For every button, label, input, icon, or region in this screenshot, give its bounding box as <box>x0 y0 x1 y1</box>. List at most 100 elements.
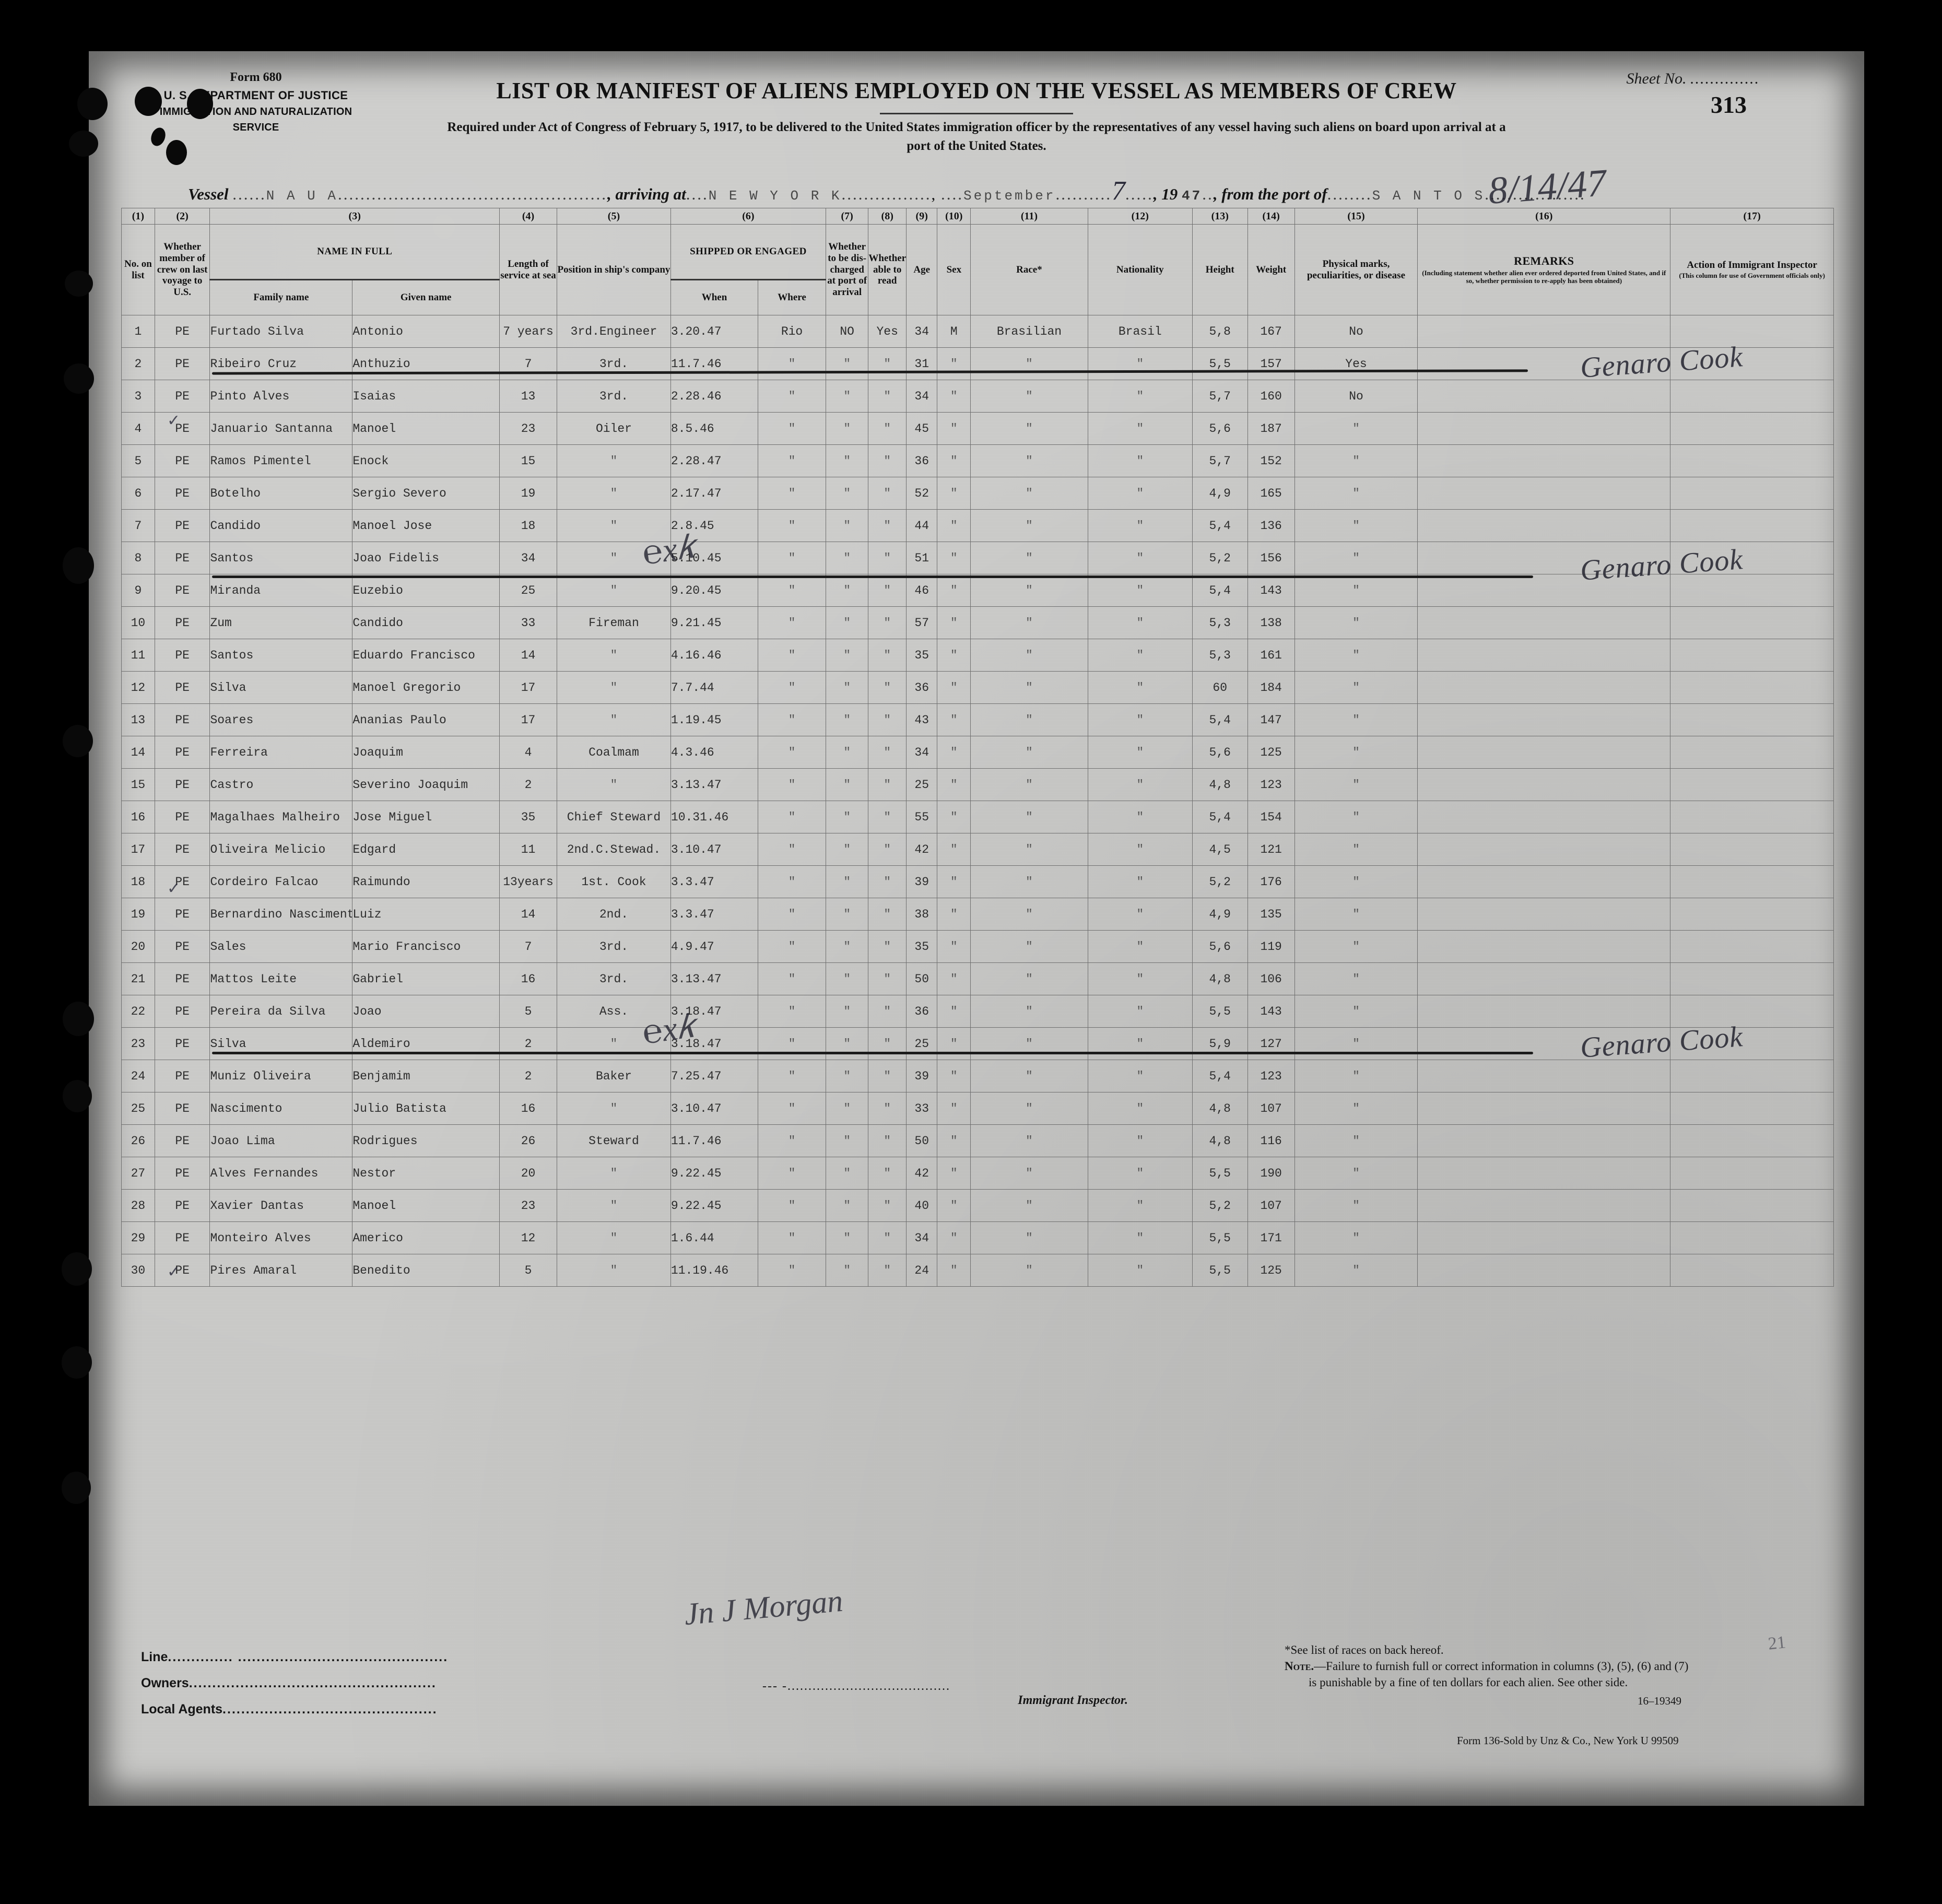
cell-position: Fireman <box>557 606 671 639</box>
cell-crew-last-voyage: PE <box>154 736 210 769</box>
cell-weight: 156 <box>1247 542 1295 574</box>
cell-race: " <box>970 444 1088 477</box>
cell-weight: 125 <box>1247 1254 1295 1287</box>
immigrant-inspector-signature-line: --- -...................................… <box>762 1679 1128 1707</box>
cell-action-of-inspector <box>1670 380 1834 413</box>
cell-length-of-service: 12 <box>499 1221 558 1254</box>
table-row: 15 PE Castro Severino Joaquim 2 " 3.13.47 " " " 25… <box>121 768 1834 801</box>
vessel-label: Vessel <box>188 185 229 203</box>
cell-row-number: 1 <box>121 315 155 348</box>
cell-shipped-when: 11.7.46 <box>670 347 759 380</box>
cell-nationality: " <box>1087 833 1193 866</box>
ink-blob <box>63 547 94 584</box>
title-underline <box>880 113 1073 114</box>
cell-row-number: 13 <box>121 703 155 736</box>
cell-family-name: Castro <box>209 768 353 801</box>
cell-able-to-read: " <box>868 606 907 639</box>
cell-age: 51 <box>905 542 938 574</box>
table-row: 5 PE Ramos Pimentel Enock 15 " 2.28.47 " " " 36 " " "… <box>121 444 1834 477</box>
cell-physical-marks: " <box>1294 606 1418 639</box>
cell-remarks <box>1417 1157 1671 1190</box>
cell-shipped-where: " <box>758 380 826 413</box>
cell-action-of-inspector <box>1670 736 1834 769</box>
cell-position: 2nd. <box>557 898 671 931</box>
cell-able-to-read: " <box>868 768 907 801</box>
th-weight: Weight <box>1247 224 1295 315</box>
cell-weight: 107 <box>1247 1092 1295 1125</box>
cell-action-of-inspector <box>1670 412 1834 445</box>
cell-family-name: Miranda <box>209 574 353 607</box>
cell-position: " <box>557 574 671 607</box>
cell-remarks <box>1417 606 1671 639</box>
cell-nationality: " <box>1087 930 1193 963</box>
cell-discharged-at-port: " <box>825 833 869 866</box>
th-no-on-list: No. on list <box>121 224 155 315</box>
cell-crew-last-voyage: PE <box>154 962 210 995</box>
cell-family-name: Ramos Pimentel <box>209 444 353 477</box>
cell-row-number: 17 <box>121 833 155 866</box>
cell-race: " <box>970 930 1088 963</box>
cell-age: 50 <box>905 962 938 995</box>
cell-shipped-when: 3.10.47 <box>670 1092 759 1125</box>
th-action-title: Action of Immigrant Inspector <box>1687 259 1817 271</box>
cell-family-name: Sales <box>209 930 353 963</box>
cell-discharged-at-port: " <box>825 574 869 607</box>
cell-family-name: Xavier Dantas <box>209 1189 353 1222</box>
cell-length-of-service: 34 <box>499 542 558 574</box>
sheet-number: 313 <box>1711 91 1747 118</box>
cell-physical-marks: " <box>1294 639 1418 672</box>
cell-shipped-where: " <box>758 801 826 833</box>
cell-height: 5,6 <box>1192 736 1248 769</box>
cell-nationality: " <box>1087 801 1193 833</box>
note-number: 16–19349 <box>1638 1695 1681 1708</box>
cell-height: 4,9 <box>1192 898 1248 931</box>
cell-nationality: " <box>1087 444 1193 477</box>
cell-given-name: Antonio <box>352 315 500 348</box>
cell-action-of-inspector <box>1670 995 1834 1028</box>
th-height: Height <box>1192 224 1248 315</box>
cell-able-to-read: " <box>868 865 907 898</box>
cell-discharged-at-port: " <box>825 801 869 833</box>
cell-crew-last-voyage: PE <box>154 1060 210 1092</box>
col-num-3: (3) <box>209 208 500 225</box>
cell-shipped-when: 4.3.46 <box>670 736 759 769</box>
cell-length-of-service: 14 <box>499 639 558 672</box>
table-row: 6 PE Botelho Sergio Severo 19 " 2.17.47 " " " 52 " "… <box>121 477 1834 510</box>
cell-remarks <box>1417 995 1671 1028</box>
cell-age: 55 <box>905 801 938 833</box>
cell-nationality: " <box>1087 412 1193 445</box>
cell-able-to-read: " <box>868 736 907 769</box>
local-agents-field: Local Agents............................… <box>141 1702 438 1717</box>
cell-physical-marks: Yes <box>1294 347 1418 380</box>
cell-race: " <box>970 1221 1088 1254</box>
table-row: 4 PE Januario Santanna Manoel 23 Oiler 8.5.46 "… <box>121 412 1834 445</box>
table-row: 28 PE Xavier Dantas Manoel 23 " 9.22.45 " " " 40 " "… <box>121 1189 1834 1222</box>
cell-discharged-at-port: " <box>825 639 869 672</box>
purser-signature-row-7: ℮x𝑘 <box>640 527 698 572</box>
table-row: 16 PE Magalhaes Malheiro Jose Miguel 35 Chief… <box>121 801 1834 833</box>
cell-action-of-inspector <box>1670 1189 1834 1222</box>
col-num-11: (11) <box>970 208 1088 225</box>
page-title: LIST OR MANIFEST OF ALIENS EMPLOYED ON T… <box>496 78 1457 103</box>
cell-nationality: " <box>1087 671 1193 704</box>
cell-age: 50 <box>905 1124 938 1157</box>
cell-shipped-where: " <box>758 1157 826 1190</box>
cell-crew-last-voyage: PE <box>154 1254 210 1287</box>
cell-given-name: Manoel <box>352 1189 500 1222</box>
cell-discharged-at-port: " <box>825 1027 869 1060</box>
form-number: Form 680 <box>230 70 282 84</box>
cell-crew-last-voyage: PE <box>154 1189 210 1222</box>
cell-row-number: 27 <box>121 1157 155 1190</box>
cell-row-number: 21 <box>121 962 155 995</box>
cell-height: 5,5 <box>1192 995 1248 1028</box>
cell-shipped-where: " <box>758 865 826 898</box>
cell-sex: " <box>937 509 971 542</box>
cell-given-name: Candido <box>352 606 500 639</box>
cell-able-to-read: " <box>868 801 907 833</box>
ink-blob <box>65 271 93 297</box>
cell-sex: " <box>937 1092 971 1125</box>
cell-able-to-read: " <box>868 1254 907 1287</box>
cell-sex: " <box>937 833 971 866</box>
cell-shipped-where: " <box>758 768 826 801</box>
cell-remarks <box>1417 315 1671 348</box>
